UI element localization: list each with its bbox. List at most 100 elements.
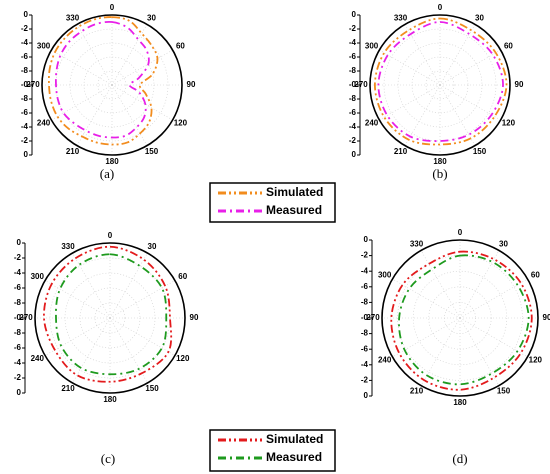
angle-tick-label: 0 bbox=[438, 3, 443, 12]
radial-tick-label: -2 bbox=[349, 136, 357, 145]
outer-circle bbox=[381, 239, 539, 397]
radial-tick-label: -6 bbox=[361, 344, 369, 353]
caption: (c) bbox=[101, 451, 115, 466]
angle-tick-label: 30 bbox=[147, 13, 156, 22]
radial-tick-label: 0 bbox=[364, 235, 369, 244]
angle-tick-label: 270 bbox=[354, 80, 368, 89]
radial-tick-label: -4 bbox=[349, 38, 357, 47]
radial-tick-label: -8 bbox=[349, 94, 357, 103]
caption: (a) bbox=[100, 166, 114, 181]
angle-tick-label: 300 bbox=[378, 271, 392, 280]
series-line bbox=[54, 20, 150, 139]
radial-tick-label: 0 bbox=[24, 10, 29, 19]
angle-tick-label: 210 bbox=[61, 384, 75, 393]
radial-tick-label: -4 bbox=[361, 266, 369, 275]
radial-tick-label: 0 bbox=[352, 10, 357, 19]
radial-tick-label: -6 bbox=[14, 283, 22, 292]
angle-tick-label: 180 bbox=[453, 398, 467, 407]
angle-tick-label: 90 bbox=[543, 313, 550, 322]
angle-tick-label: 120 bbox=[502, 119, 516, 128]
angle-tick-label: 180 bbox=[433, 157, 447, 166]
angle-tick-label: 330 bbox=[66, 13, 80, 22]
angle-tick-label: 60 bbox=[531, 271, 540, 280]
grid-spoke bbox=[459, 317, 528, 358]
grid-circle bbox=[79, 287, 141, 349]
angle-tick-label: 90 bbox=[515, 80, 524, 89]
radial-tick-label: -4 bbox=[361, 360, 369, 369]
angle-tick-label: 180 bbox=[105, 157, 119, 166]
grid-spoke bbox=[420, 250, 461, 319]
grid-spoke bbox=[51, 84, 113, 121]
angle-tick-label: 60 bbox=[504, 42, 513, 51]
grid-spoke bbox=[392, 317, 461, 358]
angle-tick-label: 90 bbox=[187, 80, 196, 89]
grid-spoke bbox=[44, 280, 111, 319]
radial-tick-label: -6 bbox=[21, 52, 29, 61]
grid-spoke bbox=[439, 24, 476, 86]
grid-spoke bbox=[109, 317, 148, 384]
radial-tick-label: 0 bbox=[17, 238, 22, 247]
radial-tick-label: -0 bbox=[21, 80, 29, 89]
radial-tick-label: -6 bbox=[361, 282, 369, 291]
grid-spoke bbox=[379, 49, 441, 86]
grid-circle bbox=[64, 272, 156, 364]
grid-spoke bbox=[72, 317, 111, 384]
grid-spoke bbox=[459, 250, 500, 319]
radial-tick-label: -4 bbox=[14, 268, 22, 277]
legend-label: Measured bbox=[266, 450, 322, 464]
angle-tick-label: 0 bbox=[108, 231, 113, 240]
grid-spoke bbox=[72, 252, 111, 319]
angle-tick-label: 150 bbox=[145, 384, 159, 393]
caption: (d) bbox=[452, 451, 467, 466]
angle-tick-label: 60 bbox=[178, 272, 187, 281]
radial-tick-label: -4 bbox=[21, 38, 29, 47]
series-line bbox=[55, 253, 168, 376]
grid-circle bbox=[428, 286, 492, 350]
series-line bbox=[373, 17, 508, 146]
grid-spoke bbox=[76, 24, 113, 86]
grid-spoke bbox=[111, 49, 173, 86]
angle-tick-label: 30 bbox=[475, 13, 484, 22]
angle-tick-label: 270 bbox=[26, 80, 40, 89]
radial-tick-label: -8 bbox=[361, 298, 369, 307]
grid-circle bbox=[383, 28, 497, 142]
radial-tick-label: -6 bbox=[21, 108, 29, 117]
radial-tick-label: -6 bbox=[349, 52, 357, 61]
legend-label: Simulated bbox=[266, 432, 323, 446]
grid-circle bbox=[411, 56, 469, 114]
angle-tick-label: 330 bbox=[410, 239, 424, 248]
angle-tick-label: 330 bbox=[61, 242, 75, 251]
grid-spoke bbox=[439, 84, 476, 146]
radial-tick-label: -2 bbox=[349, 24, 357, 33]
radial-tick-label: -4 bbox=[21, 122, 29, 131]
angle-tick-label: 180 bbox=[103, 395, 117, 404]
radial-tick-label: -0 bbox=[14, 313, 22, 322]
radial-tick-label: -4 bbox=[14, 358, 22, 367]
grid-spoke bbox=[111, 84, 173, 121]
grid-circle bbox=[412, 270, 508, 366]
grid-spoke bbox=[379, 84, 441, 121]
angle-tick-label: 240 bbox=[365, 119, 379, 128]
radial-tick-label: -2 bbox=[361, 251, 369, 260]
grid-circle bbox=[397, 42, 483, 128]
grid-spoke bbox=[420, 317, 461, 386]
angle-tick-label: 120 bbox=[174, 119, 188, 128]
radial-tick-label: -8 bbox=[361, 329, 369, 338]
angle-tick-label: 270 bbox=[366, 313, 380, 322]
angle-tick-label: 300 bbox=[31, 272, 45, 281]
radial-tick-label: -8 bbox=[14, 298, 22, 307]
angle-tick-label: 150 bbox=[497, 387, 511, 396]
grid-spoke bbox=[459, 278, 528, 319]
grid-circle bbox=[94, 302, 126, 334]
grid-circle bbox=[425, 70, 455, 100]
angle-tick-label: 150 bbox=[145, 147, 159, 156]
radial-tick-label: -0 bbox=[349, 80, 357, 89]
angle-tick-label: 210 bbox=[410, 387, 424, 396]
grid-circle bbox=[55, 28, 169, 142]
radial-tick-label: -8 bbox=[14, 328, 22, 337]
outer-circle bbox=[34, 242, 186, 394]
grid-spoke bbox=[439, 49, 501, 86]
radial-tick-label: -8 bbox=[21, 94, 29, 103]
caption: (b) bbox=[432, 166, 447, 181]
angle-tick-label: 330 bbox=[394, 13, 408, 22]
